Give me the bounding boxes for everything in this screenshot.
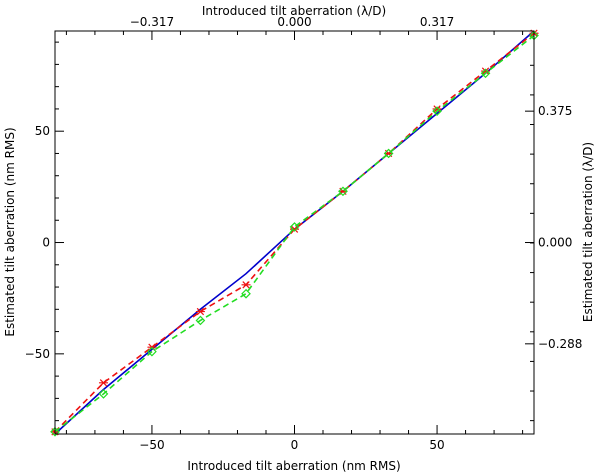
y-tick-label: 50 bbox=[35, 124, 50, 138]
y-right-tick-label: −0.288 bbox=[538, 337, 582, 351]
series-2-point bbox=[241, 281, 251, 289]
x-tick-label: 50 bbox=[429, 438, 444, 452]
x-tick-label: −50 bbox=[139, 438, 164, 452]
y-axis-label-right: Estimated tilt aberration (λ/D) bbox=[581, 142, 595, 322]
series-3-point bbox=[195, 315, 206, 326]
series-2-point bbox=[432, 105, 442, 113]
y-right-tick-label: 0.375 bbox=[538, 104, 572, 118]
y-tick-label: −50 bbox=[25, 347, 50, 361]
series-3-point bbox=[50, 426, 60, 437]
series-3-line bbox=[54, 34, 535, 433]
x-axis-label-top: Introduced tilt aberration (λ/D) bbox=[202, 4, 386, 18]
series-2-point bbox=[481, 67, 491, 75]
series-3-point bbox=[147, 346, 157, 357]
y-tick-label: 0 bbox=[42, 236, 50, 250]
series-2-point bbox=[290, 225, 299, 233]
series-2-point bbox=[98, 379, 108, 387]
series-3-point bbox=[241, 288, 251, 299]
series-3-point bbox=[480, 68, 491, 79]
x-top-tick-label: 0.000 bbox=[277, 15, 311, 29]
series-3-point bbox=[289, 222, 300, 232]
series-3-point bbox=[98, 389, 109, 399]
series-3-point bbox=[338, 186, 348, 197]
x-top-tick-label: −0.317 bbox=[130, 15, 174, 29]
x-top-tick-label: 0.317 bbox=[420, 15, 454, 29]
series-layer bbox=[50, 29, 539, 437]
series-3-point bbox=[383, 148, 394, 159]
tick-layer: −50 0 50 −0.317 0.000 0.317 −50 0 50 0.375 0.000 −0… bbox=[25, 15, 583, 452]
x-tick-label: 0 bbox=[291, 438, 299, 452]
y-axis-label-left: Estimated tilt aberration (nm RMS) bbox=[3, 127, 17, 336]
y-right-tick-label: 0.000 bbox=[538, 236, 572, 250]
series-2-point bbox=[195, 307, 205, 316]
series-3-point bbox=[432, 106, 442, 117]
x-axis-label-bottom: Introduced tilt aberration (nm RMS) bbox=[187, 459, 400, 473]
